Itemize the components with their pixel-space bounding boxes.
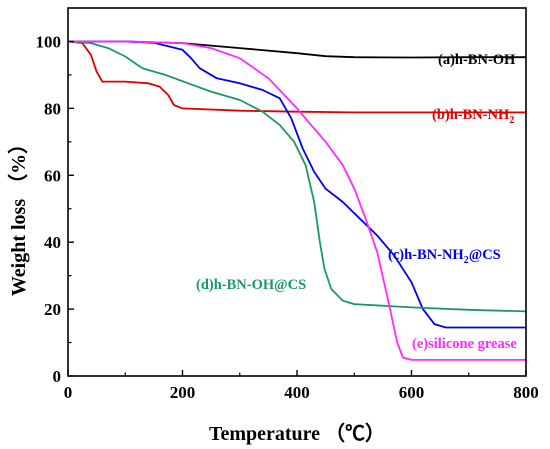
y-tick-label: 80 (44, 99, 61, 118)
y-tick-label: 100 (36, 32, 62, 51)
x-tick-label: 600 (399, 383, 425, 402)
y-axis-title: Weight loss （%） (7, 134, 30, 296)
x-tick-label: 200 (170, 383, 196, 402)
y-tick-label: 60 (44, 166, 61, 185)
series-line-3 (67, 40, 527, 313)
x-tick-label: 400 (284, 383, 310, 402)
x-tick-label: 0 (64, 383, 73, 402)
series-label-3: (d)h-BN-OH@CS (196, 277, 306, 293)
x-tick-label: 800 (513, 383, 539, 402)
series-lines (67, 40, 527, 361)
series-line-2 (68, 40, 526, 329)
axis-ticks: 0 200 400 600 800 0 20 40 60 80 100 (36, 32, 539, 402)
y-tick-label: 20 (44, 300, 61, 319)
series-labels: (a)h-BN-OH (b)h-BN-NH2 (c)h-BN-NH2@CS (d)h-… (196, 52, 517, 352)
series-label-4: (e)silicone grease (412, 336, 517, 352)
series-label-2: (c)h-BN-NH2@CS (388, 247, 501, 266)
series-line-1 (67, 40, 526, 114)
series-label-0: (a)h-BN-OH (438, 52, 516, 68)
y-tick-label: 0 (53, 367, 62, 386)
x-axis-title: Temperature （℃） (209, 422, 385, 445)
series-line-4 (68, 40, 526, 361)
y-tick-label: 40 (44, 233, 61, 252)
series-label-1: (b)h-BN-NH2 (432, 107, 514, 126)
